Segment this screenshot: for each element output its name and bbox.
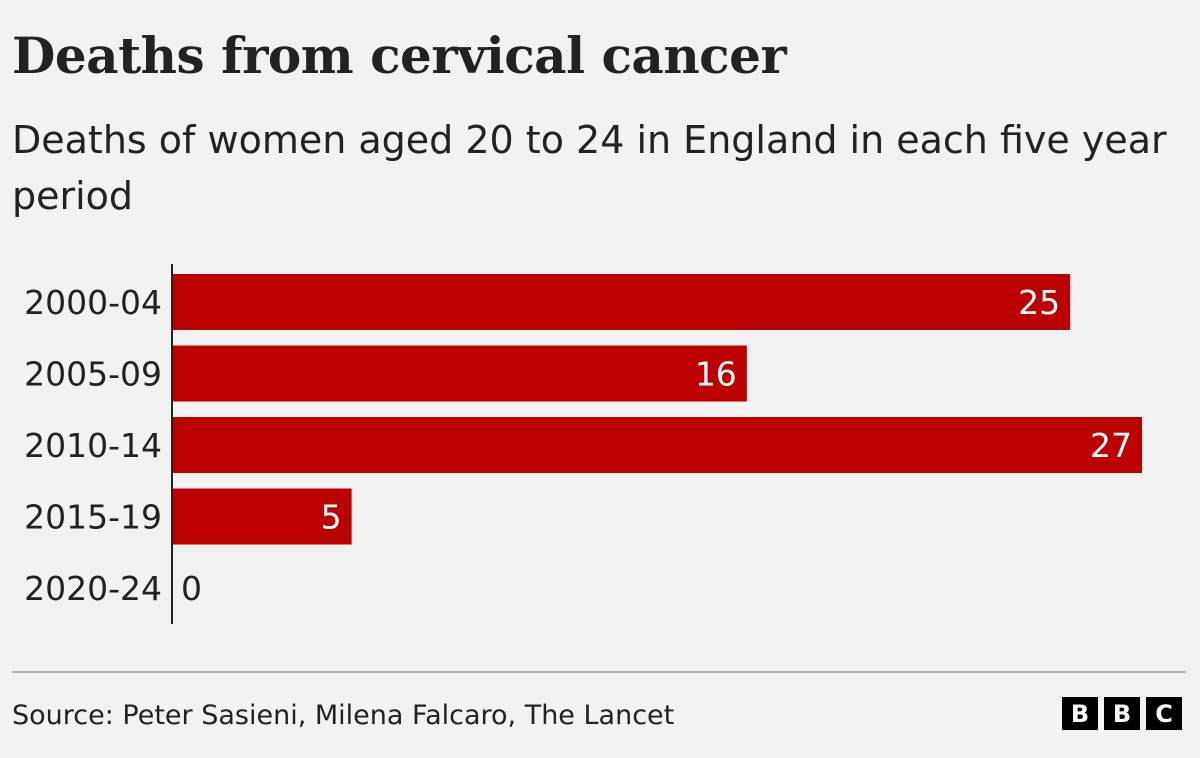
data-label: 0 <box>181 569 202 608</box>
footer-divider <box>12 671 1186 673</box>
data-label: 27 <box>1090 426 1132 465</box>
bbc-logo: B B C <box>1062 697 1182 730</box>
chart-title: Deaths from cervical cancer <box>12 26 787 85</box>
bbc-logo-letter: C <box>1146 697 1182 730</box>
bar <box>172 345 747 402</box>
bbc-logo-letter: B <box>1062 697 1098 730</box>
category-label: 2015-19 <box>24 498 162 537</box>
category-label: 2000-04 <box>24 283 162 322</box>
source-note: Source: Peter Sasieni, Milena Falcaro, T… <box>12 700 675 731</box>
bar <box>172 274 1071 330</box>
category-label: 2020-24 <box>24 569 162 608</box>
bbc-logo-letter: B <box>1104 697 1140 730</box>
data-label: 5 <box>321 498 342 537</box>
bar <box>172 417 1142 473</box>
bar-chart: 2000-04 25 2005-09 16 2010-14 27 2015-19 5 2020-… <box>24 264 1142 624</box>
data-label: 25 <box>1018 283 1060 322</box>
bar <box>172 488 352 545</box>
category-label: 2010-14 <box>24 426 162 465</box>
data-label: 16 <box>695 355 737 394</box>
chart-subtitle: Deaths of women aged 20 to 24 in England… <box>12 118 1167 218</box>
category-label: 2005-09 <box>24 355 162 394</box>
